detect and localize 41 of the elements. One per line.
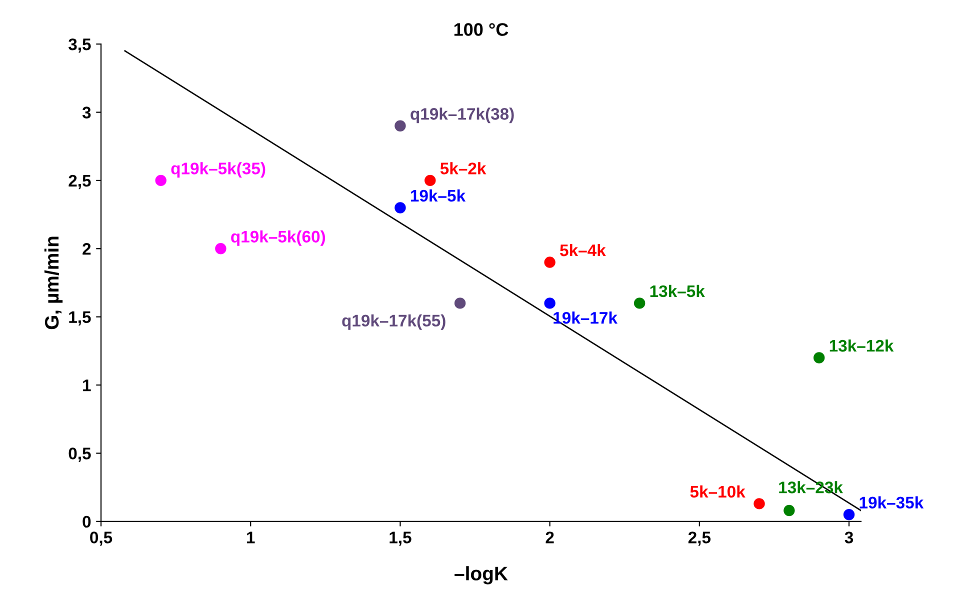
y-tick-label: 1,5	[69, 311, 91, 326]
series-label: 13k–5k	[650, 284, 705, 298]
point	[544, 256, 556, 268]
series-label: q19k–5k(60)	[231, 230, 326, 246]
y-tick-label: 1	[83, 380, 91, 392]
series-label: q19k–17k(55)	[342, 314, 446, 330]
point	[394, 120, 406, 132]
series-label: 5k–10k	[690, 485, 746, 498]
x-tick-label: 1,5	[390, 532, 412, 546]
y-tick-label: 2	[82, 243, 91, 255]
x-tick-label: 2	[546, 532, 554, 544]
y-tick-label: 3	[82, 106, 91, 118]
x-tick-label: 3	[844, 532, 854, 544]
point	[454, 298, 466, 309]
series-label: 5k–4k	[560, 244, 606, 256]
point	[215, 243, 226, 254]
y-tick-label: 0,5	[68, 448, 91, 462]
point	[544, 298, 556, 309]
series-label: q19k–5k(35)	[171, 162, 266, 178]
point	[843, 509, 855, 520]
x-tick-label: 1	[247, 532, 255, 544]
series-label: 19k–17k	[554, 312, 618, 324]
point	[155, 174, 166, 186]
series-label: q19k–17k(38)	[410, 108, 514, 124]
point	[634, 298, 646, 309]
point	[813, 352, 825, 364]
y-tick-label: 2,5	[68, 174, 91, 190]
x-tick-label: 2,5	[688, 532, 711, 546]
y-tick-label: 3,5	[68, 38, 91, 53]
series-label: 13k–12k	[830, 339, 894, 352]
series-label: 19k–35k	[860, 496, 924, 509]
chart-title: 100 °C	[454, 23, 508, 36]
point	[754, 498, 765, 510]
point	[424, 174, 436, 186]
point	[394, 202, 406, 214]
y-tick-label: 0	[82, 516, 91, 528]
y-axis-title: G, µm/min	[44, 236, 63, 330]
x-axis-title: –logK	[454, 566, 508, 584]
series-label: 19k–5k	[410, 189, 466, 202]
point	[784, 504, 795, 516]
series-label: 5k–2k	[440, 162, 486, 174]
